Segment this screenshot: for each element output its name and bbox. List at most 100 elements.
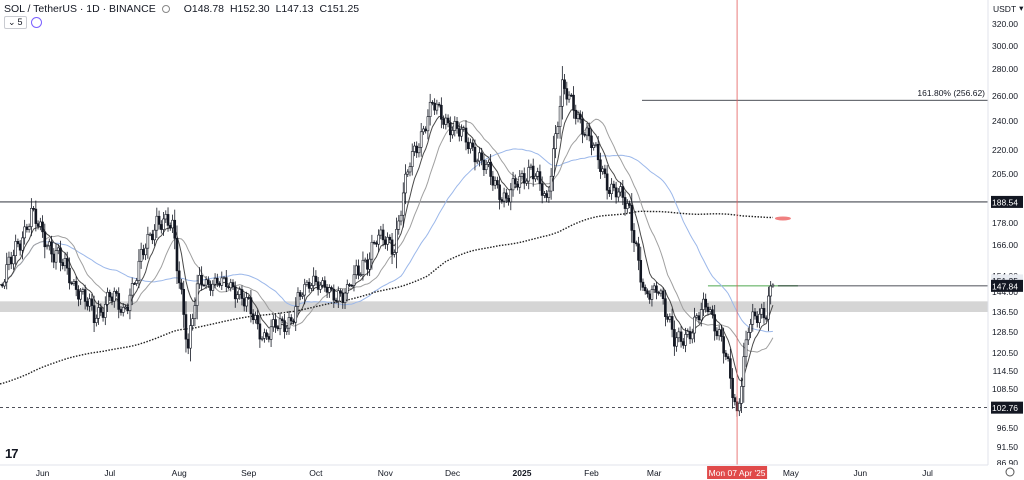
candle-body — [272, 319, 275, 328]
candle-body — [496, 180, 499, 186]
candle-body — [375, 242, 378, 245]
candle-body — [18, 243, 22, 251]
candle-body — [664, 298, 667, 318]
candle-body — [408, 166, 412, 173]
candle-body — [717, 329, 721, 337]
candle-body — [166, 214, 170, 226]
candle-body — [610, 183, 613, 194]
candle-body — [581, 118, 584, 135]
time-tick-label: Jun — [853, 468, 867, 478]
candle-body — [711, 309, 714, 315]
indicator-icon[interactable] — [30, 17, 42, 28]
time-tick-label: Sep — [241, 468, 256, 478]
candle-body — [77, 289, 80, 300]
candle-body — [666, 316, 669, 320]
candle-body — [626, 203, 629, 209]
candle-body — [110, 296, 114, 302]
candle-body — [733, 397, 737, 403]
candle-body — [5, 264, 9, 283]
candle-body — [655, 285, 658, 293]
candle-body — [583, 134, 587, 136]
time-tick-label: Dec — [445, 468, 461, 478]
candle-body — [133, 283, 136, 285]
indicator-row: ⌄ 5 — [4, 16, 42, 29]
candle-body — [688, 331, 692, 340]
candle-body — [381, 229, 385, 241]
time-tick-label: Jun — [36, 468, 50, 478]
candle-body — [86, 301, 89, 307]
candle-body — [744, 339, 748, 357]
candle-body — [520, 173, 524, 177]
candle-body — [14, 241, 17, 256]
candle-body — [200, 274, 203, 286]
ma-50-line — [0, 148, 773, 333]
candle-body — [247, 297, 250, 299]
low-value: L147.13 — [275, 3, 314, 15]
candle-body — [285, 327, 289, 332]
candle-body — [487, 161, 490, 165]
ma-200-line — [0, 210, 773, 385]
candle-body — [590, 135, 593, 149]
candle-body — [25, 226, 29, 230]
candle-body — [469, 142, 472, 150]
candle-body — [16, 241, 20, 245]
time-tick-label: 2025 — [513, 468, 532, 478]
candle-body — [706, 306, 710, 312]
candle-body — [204, 279, 208, 286]
market-status-icon — [161, 5, 170, 13]
symbol-label[interactable]: SOL / TetherUS · 1D · BINANCE — [4, 3, 156, 15]
candle-body — [661, 290, 665, 300]
candle-body — [36, 223, 40, 227]
interval-toggle-button[interactable]: ⌄ 5 — [4, 16, 27, 29]
candle-body — [359, 274, 362, 276]
price-tick-label: 144.00 — [992, 287, 1018, 297]
candle-body — [435, 103, 439, 111]
candle-body — [43, 231, 47, 248]
candle-body — [704, 298, 708, 308]
candle-body — [603, 168, 607, 175]
candle-body — [72, 281, 76, 284]
candle-body — [457, 128, 461, 137]
candle-body — [534, 175, 537, 180]
candle-body — [518, 176, 522, 188]
candle-body — [769, 285, 772, 297]
candle-body — [124, 306, 127, 309]
candle-body — [599, 159, 602, 172]
candle-body — [424, 128, 427, 132]
candle-body — [184, 314, 188, 340]
candle-body — [21, 237, 24, 251]
candle-body — [549, 175, 553, 192]
candle-body — [440, 104, 443, 120]
candle-body — [81, 289, 85, 292]
candle-body — [500, 199, 504, 202]
candle-body — [619, 186, 622, 193]
candle-body — [283, 320, 286, 332]
candle-body — [47, 241, 51, 247]
candle-body — [740, 386, 743, 404]
candle-body — [505, 192, 508, 199]
candle-body — [377, 234, 380, 245]
candle-body — [563, 79, 566, 89]
candle-body — [177, 270, 181, 284]
candle-body — [292, 320, 295, 323]
candle-body — [211, 283, 215, 291]
price-tick-label: 120.50 — [992, 348, 1018, 358]
candle-body — [722, 336, 725, 354]
candle-body — [155, 215, 159, 231]
candle-body — [592, 144, 595, 149]
candle-body — [348, 284, 351, 286]
price-tick-label: 86.90 — [997, 458, 1019, 468]
candle-body — [323, 280, 327, 288]
price-tick-label: 240.00 — [992, 116, 1018, 126]
candle-body — [442, 118, 445, 125]
currency-selector[interactable]: USDT ▾ — [993, 3, 1023, 14]
candle-body — [269, 326, 273, 340]
candle-body — [540, 183, 544, 196]
candle-body — [755, 315, 759, 323]
candle-body — [41, 221, 44, 233]
candle-body — [341, 292, 345, 303]
candle-body — [296, 292, 300, 307]
candle-body — [464, 127, 468, 143]
candle-body — [471, 142, 475, 148]
